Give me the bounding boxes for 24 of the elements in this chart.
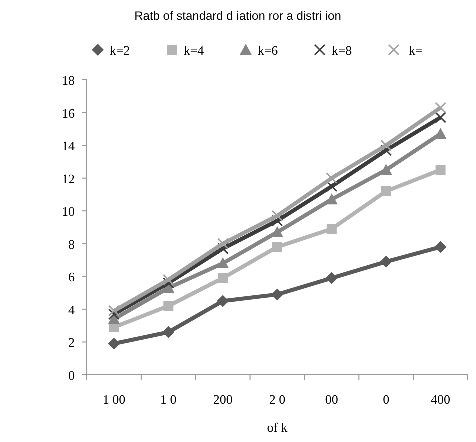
x-tick-label: 00 (325, 392, 338, 407)
legend-label: k=2 (110, 43, 130, 58)
y-tick-label: 2 (68, 335, 75, 350)
legend-label: k=6 (258, 43, 279, 58)
legend-label: k= (409, 43, 423, 58)
y-tick-label: 14 (62, 138, 76, 154)
x-tick-label: 2 0 (269, 392, 286, 407)
y-tick-label: 4 (68, 302, 76, 318)
y-tick-label: 12 (62, 171, 75, 186)
chart-title: Ratb of standard d iation ror a distri ion (134, 9, 342, 23)
legend-label: k=4 (184, 43, 205, 58)
y-tick-label: 6 (68, 270, 76, 285)
x-axis-title: of k (267, 420, 288, 435)
legend-label: k=8 (332, 43, 352, 58)
x-tick-label: 200 (213, 392, 233, 407)
y-tick-label: 8 (68, 236, 75, 252)
x-tick-label: 400 (431, 392, 451, 407)
y-tick-label: 0 (68, 368, 75, 383)
x-tick-label: 1 00 (102, 392, 126, 407)
x-tick-label: 0 (383, 392, 390, 407)
y-tick-label: 16 (62, 106, 76, 121)
y-tick-label: 18 (62, 73, 75, 88)
y-tick-label: 10 (62, 204, 75, 220)
x-tick-label: 1 0 (160, 392, 177, 407)
